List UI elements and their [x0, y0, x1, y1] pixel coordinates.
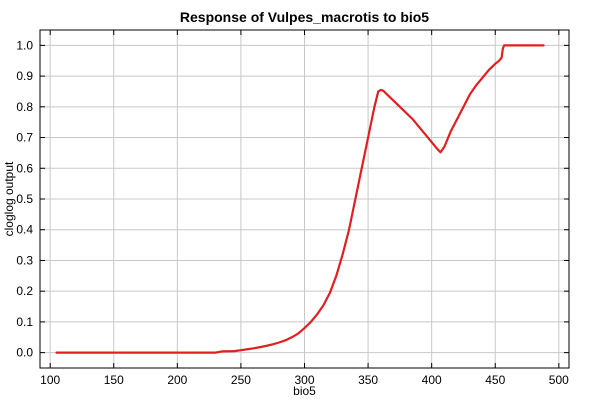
y-tick-label: 0.7 [16, 131, 33, 145]
x-tick-label: 350 [358, 373, 378, 387]
x-tick-label: 450 [485, 373, 505, 387]
y-tick-label: 0.0 [16, 346, 33, 360]
x-tick-label: 200 [167, 373, 187, 387]
tick-layer: 100 150 200 250 300 350 400 450 500 0.0 0.1 0.2 0.3 0… [16, 30, 569, 387]
x-tick-label: 300 [294, 373, 314, 387]
x-tick-label: 150 [104, 373, 124, 387]
x-tick-label: 500 [549, 373, 569, 387]
response-curve-line [55, 44, 545, 354]
y-tick-label: 0.8 [16, 100, 33, 114]
x-tick-label: 400 [422, 373, 442, 387]
series-layer [55, 44, 545, 354]
x-axis-label: bio5 [293, 384, 316, 398]
y-tick-label: 0.6 [16, 161, 33, 175]
y-tick-label: 0.5 [16, 192, 33, 206]
y-tick-label: 0.4 [16, 223, 33, 237]
x-tick-label: 100 [40, 373, 60, 387]
x-tick-label: 250 [231, 373, 251, 387]
y-tick-label: 1.0 [16, 38, 33, 52]
grid-layer [40, 30, 569, 368]
y-tick-label: 0.1 [16, 315, 33, 329]
y-tick-label: 0.9 [16, 69, 33, 83]
chart-title: Response of Vulpes_macrotis to bio5 [180, 9, 429, 25]
y-tick-label: 0.3 [16, 253, 33, 267]
y-tick-label: 0.2 [16, 284, 33, 298]
y-axis-label: cloglog output [2, 161, 16, 236]
